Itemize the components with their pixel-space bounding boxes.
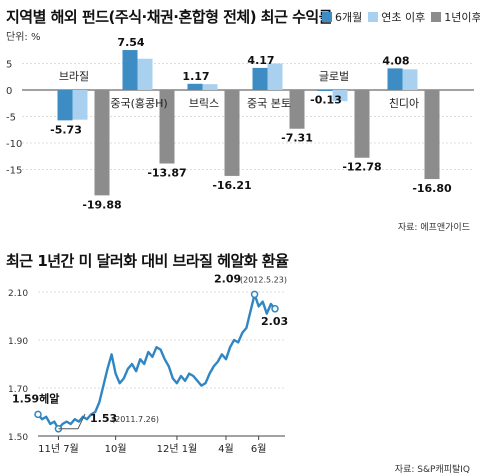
bar-chart-legend: 6개월 연초 이후 1년이후 <box>322 9 480 25</box>
category-label: 글로벌 <box>319 70 349 83</box>
bar <box>252 67 268 90</box>
x-tick-label: 4월 <box>218 443 234 455</box>
min-value-label: 1.53 <box>90 412 117 425</box>
y-tick-label: 2.10 <box>8 289 28 299</box>
bar <box>202 84 218 90</box>
y-tick-label: 1.70 <box>8 385 28 395</box>
legend-swatch-six-month <box>322 12 332 22</box>
value-label: -5.73 <box>50 123 82 136</box>
y-tick-label: 5 <box>6 60 12 71</box>
legend-item-one-year: 1년이후 <box>431 9 480 25</box>
value-label: -16.21 <box>212 179 251 192</box>
bar <box>289 90 305 129</box>
value-label: 7.54 <box>117 36 144 49</box>
value-label: -0.13 <box>310 94 342 107</box>
y-tick-label: 0 <box>6 86 12 97</box>
x-tick-label: 10월 <box>105 443 127 455</box>
start-marker <box>34 410 42 419</box>
value-label: -16.80 <box>412 182 452 195</box>
bar <box>317 90 333 91</box>
category-label: 친디아 <box>389 97 419 110</box>
rate-line <box>37 293 276 431</box>
value-label: 1.17 <box>182 70 209 83</box>
min-leader <box>77 413 86 430</box>
y-tick-label: 1.50 <box>8 433 28 443</box>
legend-item-six-month: 6개월 <box>322 9 362 25</box>
legend-label-ytd: 연초 이후 <box>381 11 426 24</box>
min-date-label: (2011.7.26) <box>112 415 159 424</box>
y-tick-label: -15 <box>6 166 22 177</box>
category-label: 브라질 <box>59 70 89 83</box>
legend-swatch-one-year <box>431 12 442 22</box>
bar <box>332 90 348 102</box>
max-date-label: (2012.5.23) <box>240 275 287 284</box>
end-marker <box>271 305 279 313</box>
legend-label-one-year: 1년이후 <box>444 11 480 24</box>
bar <box>387 68 403 90</box>
value-label: -13.87 <box>147 167 186 180</box>
start-label: 1.59헤알 <box>12 391 59 405</box>
value-label: -19.88 <box>82 198 121 211</box>
bar <box>402 69 418 90</box>
value-label: 4.08 <box>382 54 409 67</box>
bar-chart-title: 지역별 해외 펀드(주식·채권·혼합형 전체) 최근 수익률 <box>6 8 333 26</box>
bar <box>137 58 153 90</box>
y-tick-label: -5 <box>6 113 16 124</box>
line-chart-title: 최근 1년간 미 달러화 대비 브라질 헤알화 환율 <box>6 252 289 270</box>
bar <box>267 63 283 90</box>
value-label: -12.78 <box>342 161 381 174</box>
category-label: 중국(홍콩H) <box>110 96 167 110</box>
bar <box>94 90 110 196</box>
bar <box>187 83 203 90</box>
x-tick-label: 12년 1월 <box>157 443 198 455</box>
bar <box>424 90 440 180</box>
bar <box>72 90 88 120</box>
y-tick-label: -10 <box>6 139 22 150</box>
legend-label-six-month: 6개월 <box>335 11 363 24</box>
exchange-rate-panel: 최근 1년간 미 달러화 대비 브라질 헤알화 환율 2.10 1.90 1.70 1… <box>0 240 480 476</box>
bar-chart-unit: 단위: % <box>6 32 41 43</box>
legend-swatch-ytd <box>368 12 379 22</box>
bar-chart-source: 자료: 에프앤가이드 <box>397 223 470 233</box>
value-label: 4.17 <box>247 54 274 67</box>
bar <box>224 90 240 176</box>
value-label: -7.31 <box>281 132 313 145</box>
legend-item-ytd: 연초 이후 <box>368 9 425 25</box>
x-tick-label: 6월 <box>251 443 267 455</box>
category-label: 중국 본토 <box>247 97 291 110</box>
max-value-label: 2.09 <box>214 272 241 285</box>
line-chart-source: 자료: S&P캐피탈IQ <box>394 465 470 475</box>
bar <box>122 50 138 90</box>
bar <box>57 90 73 121</box>
bar <box>354 90 370 158</box>
end-value-label: 2.03 <box>261 315 288 328</box>
category-label: 브릭스 <box>189 97 219 110</box>
bar <box>159 90 175 164</box>
x-tick-label: 11년 7월 <box>38 443 79 455</box>
fund-returns-panel: 지역별 해외 펀드(주식·채권·혼합형 전체) 최근 수익률 단위: % 6개월… <box>6 8 480 233</box>
max-marker <box>250 290 259 299</box>
line-chart-plot: 2.10 1.90 1.70 1.50 11년 7월 10월 12년 1월 4월 6월 1.59헤… <box>8 272 288 455</box>
y-tick-label: 1.90 <box>8 337 28 347</box>
